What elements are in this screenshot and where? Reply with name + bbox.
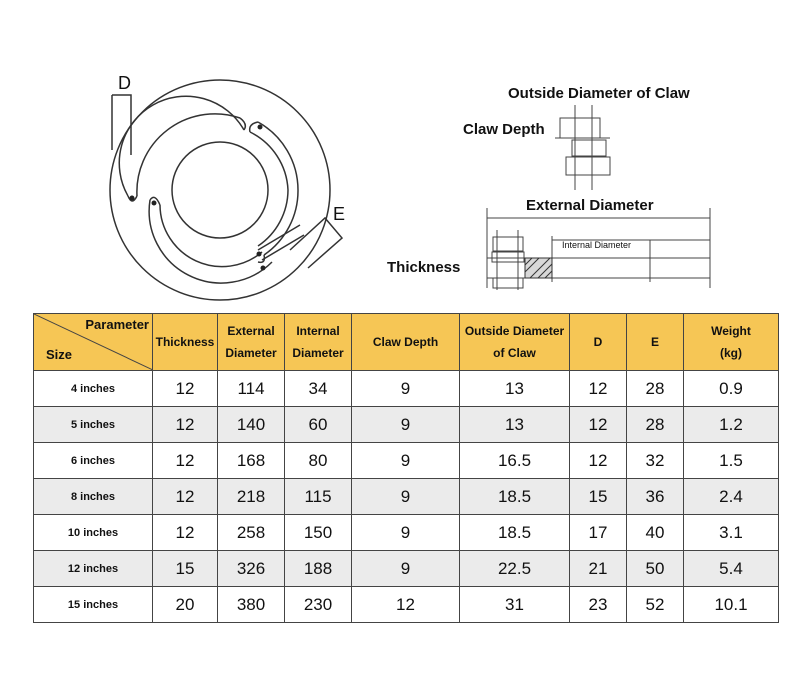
table-cell: 188	[284, 550, 352, 587]
table-cell: 380	[217, 586, 285, 623]
table-cell: 1.2	[683, 406, 779, 443]
table-cell: 0.9	[683, 370, 779, 407]
table-row: 15 inches 20 380 230 12 31 23 52 10.1	[33, 586, 779, 623]
corner-diagonal	[34, 314, 153, 370]
spiral-plate-drawing	[109, 79, 344, 301]
table-cell: 18.5	[459, 478, 570, 515]
table-cell: 17	[569, 514, 627, 551]
table-row: 8 inches 12 218 115 9 18.5 15 36 2.4	[33, 478, 779, 515]
table-cell: 9	[351, 514, 460, 551]
table-row: 5 inches 12 140 60 9 13 12 28 1.2	[33, 406, 779, 443]
cross-section-drawing	[486, 105, 711, 290]
table-cell: 18.5	[459, 514, 570, 551]
table-cell: 28	[626, 406, 684, 443]
header-e: E	[626, 313, 684, 371]
table-cell: 60	[284, 406, 352, 443]
table-cell: 140	[217, 406, 285, 443]
header-claw-depth: Claw Depth	[351, 313, 460, 371]
table-row: 4 inches 12 114 34 9 13 12 28 0.9	[33, 370, 779, 407]
size-cell: 5 inches	[33, 406, 153, 443]
size-cell: 4 inches	[33, 370, 153, 407]
size-cell: 10 inches	[33, 514, 153, 551]
size-cell: 8 inches	[33, 478, 153, 515]
header-d: D	[569, 313, 627, 371]
table-cell: 9	[351, 442, 460, 479]
table-cell: 12	[152, 478, 218, 515]
table-cell: 12	[569, 370, 627, 407]
label-e: E	[333, 204, 346, 224]
table-cell: 12	[351, 586, 460, 623]
table-cell: 13	[459, 406, 570, 443]
table-cell: 9	[351, 550, 460, 587]
header-row: Parameter Size Thickness External Diamete…	[33, 313, 779, 371]
table-cell: 2.4	[683, 478, 779, 515]
table-cell: 34	[284, 370, 352, 407]
label-thickness: Thickness	[387, 259, 461, 276]
corner-size-label: Size	[46, 347, 73, 362]
table-cell: 36	[626, 478, 684, 515]
table-cell: 32	[626, 442, 684, 479]
table-cell: 258	[217, 514, 285, 551]
table-row: 12 inches 15 326 188 9 22.5 21 50 5.4	[33, 550, 779, 587]
table-cell: 12	[569, 406, 627, 443]
table-cell: 12	[152, 406, 218, 443]
header-outside-diameter-of-claw: Outside Diameter of Claw	[459, 313, 570, 371]
table-cell: 326	[217, 550, 285, 587]
table-cell: 12	[152, 442, 218, 479]
table-cell: 22.5	[459, 550, 570, 587]
table-cell: 218	[217, 478, 285, 515]
table-cell: 31	[459, 586, 570, 623]
table-cell: 28	[626, 370, 684, 407]
table-cell: 5.4	[683, 550, 779, 587]
header-thickness: Thickness	[152, 313, 218, 371]
table-cell: 15	[152, 550, 218, 587]
table-cell: 80	[284, 442, 352, 479]
spec-table: Parameter Size Thickness External Diamete…	[33, 313, 779, 623]
table-cell: 9	[351, 370, 460, 407]
table-row: 10 inches 12 258 150 9 18.5 17 40 3.1	[33, 514, 779, 551]
table-cell: 10.1	[683, 586, 779, 623]
table-cell: 114	[217, 370, 285, 407]
corner-header: Parameter Size	[33, 313, 153, 371]
size-cell: 15 inches	[33, 586, 153, 623]
label-d: D	[118, 73, 131, 93]
table-cell: 40	[626, 514, 684, 551]
cross-section-diagram: Outside Diameter of Claw Claw Depth Exte…	[380, 0, 800, 310]
table-cell: 16.5	[459, 442, 570, 479]
table-cell: 3.1	[683, 514, 779, 551]
table-cell: 230	[284, 586, 352, 623]
table-cell: 168	[217, 442, 285, 479]
table-cell: 12	[152, 514, 218, 551]
table-cell: 12	[152, 370, 218, 407]
table-cell: 9	[351, 478, 460, 515]
label-claw-depth: Claw Depth	[463, 121, 545, 138]
label-external-diameter: External Diameter	[526, 197, 654, 214]
table-cell: 20	[152, 586, 218, 623]
table-cell: 115	[284, 478, 352, 515]
table-cell: 150	[284, 514, 352, 551]
table-cell: 50	[626, 550, 684, 587]
label-internal-diameter: Internal Diameter	[562, 240, 632, 250]
table-cell: 1.5	[683, 442, 779, 479]
table-cell: 12	[569, 442, 627, 479]
table-cell: 15	[569, 478, 627, 515]
size-cell: 6 inches	[33, 442, 153, 479]
corner-parameter-label: Parameter	[85, 317, 149, 332]
header-weight: Weight (kg)	[683, 313, 779, 371]
label-outside-diameter-of-claw: Outside Diameter of Claw	[508, 85, 690, 102]
header-internal-diameter: Internal Diameter	[284, 313, 352, 371]
spiral-plate-diagram: D E	[0, 0, 380, 310]
table-cell: 21	[569, 550, 627, 587]
table-cell: 23	[569, 586, 627, 623]
table-cell: 9	[351, 406, 460, 443]
table-cell: 13	[459, 370, 570, 407]
table-cell: 52	[626, 586, 684, 623]
header-external-diameter: External Diameter	[217, 313, 285, 371]
table-row: 6 inches 12 168 80 9 16.5 12 32 1.5	[33, 442, 779, 479]
size-cell: 12 inches	[33, 550, 153, 587]
